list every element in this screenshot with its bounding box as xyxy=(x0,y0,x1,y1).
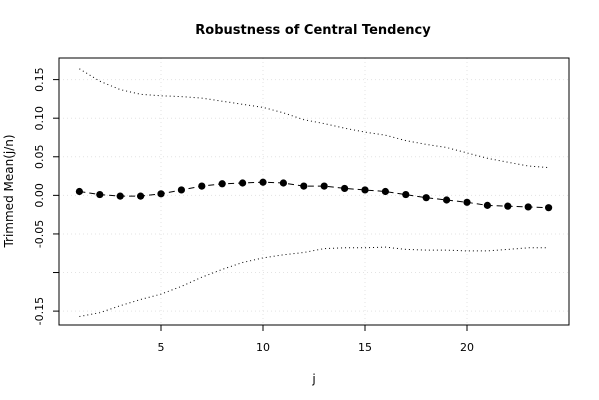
data-point xyxy=(279,179,287,187)
data-point xyxy=(259,178,267,186)
axes: 5 10 15 20 -0.15 -0.05 0.00 0.05 0.10 0.15 xyxy=(33,67,474,354)
y-tick-label: 0.05 xyxy=(33,145,46,170)
plot-frame xyxy=(58,57,570,326)
series-line-2 xyxy=(79,246,549,317)
data-point xyxy=(443,196,451,204)
data-point xyxy=(300,182,308,190)
data-point xyxy=(361,186,369,194)
y-tick-label: -0.15 xyxy=(33,297,46,325)
data-point xyxy=(402,190,410,199)
data-point xyxy=(545,204,553,212)
y-tick-label: -0.05 xyxy=(33,220,46,248)
data-point xyxy=(483,201,491,209)
data-point xyxy=(137,192,145,200)
data-point xyxy=(239,179,247,187)
y-tick-label: 0.10 xyxy=(33,106,46,131)
series-line-1 xyxy=(79,68,549,169)
y-tick-label: 0.00 xyxy=(33,183,46,208)
data-point xyxy=(504,202,512,210)
data-point xyxy=(218,180,226,188)
x-tick-label: 15 xyxy=(358,341,372,354)
y-axis-label: Trimmed Mean(j/n) xyxy=(2,134,16,248)
data-point xyxy=(422,194,430,202)
data-point xyxy=(341,184,349,193)
x-axis-label: j xyxy=(311,372,315,386)
y-tick-label: 0.15 xyxy=(33,67,46,92)
x-tick-label: 5 xyxy=(158,341,165,354)
data-point xyxy=(463,198,471,206)
data-point xyxy=(96,190,104,199)
grid xyxy=(59,58,569,325)
data-point xyxy=(75,187,83,196)
data-point xyxy=(524,203,532,211)
data-point xyxy=(177,186,185,194)
data-point xyxy=(116,192,124,200)
data-point xyxy=(381,187,389,196)
series-line-0 xyxy=(79,181,549,209)
x-tick-label: 20 xyxy=(460,341,474,354)
x-tick-label: 10 xyxy=(256,341,270,354)
data-point xyxy=(198,182,206,190)
data-point xyxy=(320,182,328,190)
chart-title: Robustness of Central Tendency xyxy=(195,23,431,38)
series-layer xyxy=(75,68,553,317)
data-point xyxy=(157,190,165,198)
